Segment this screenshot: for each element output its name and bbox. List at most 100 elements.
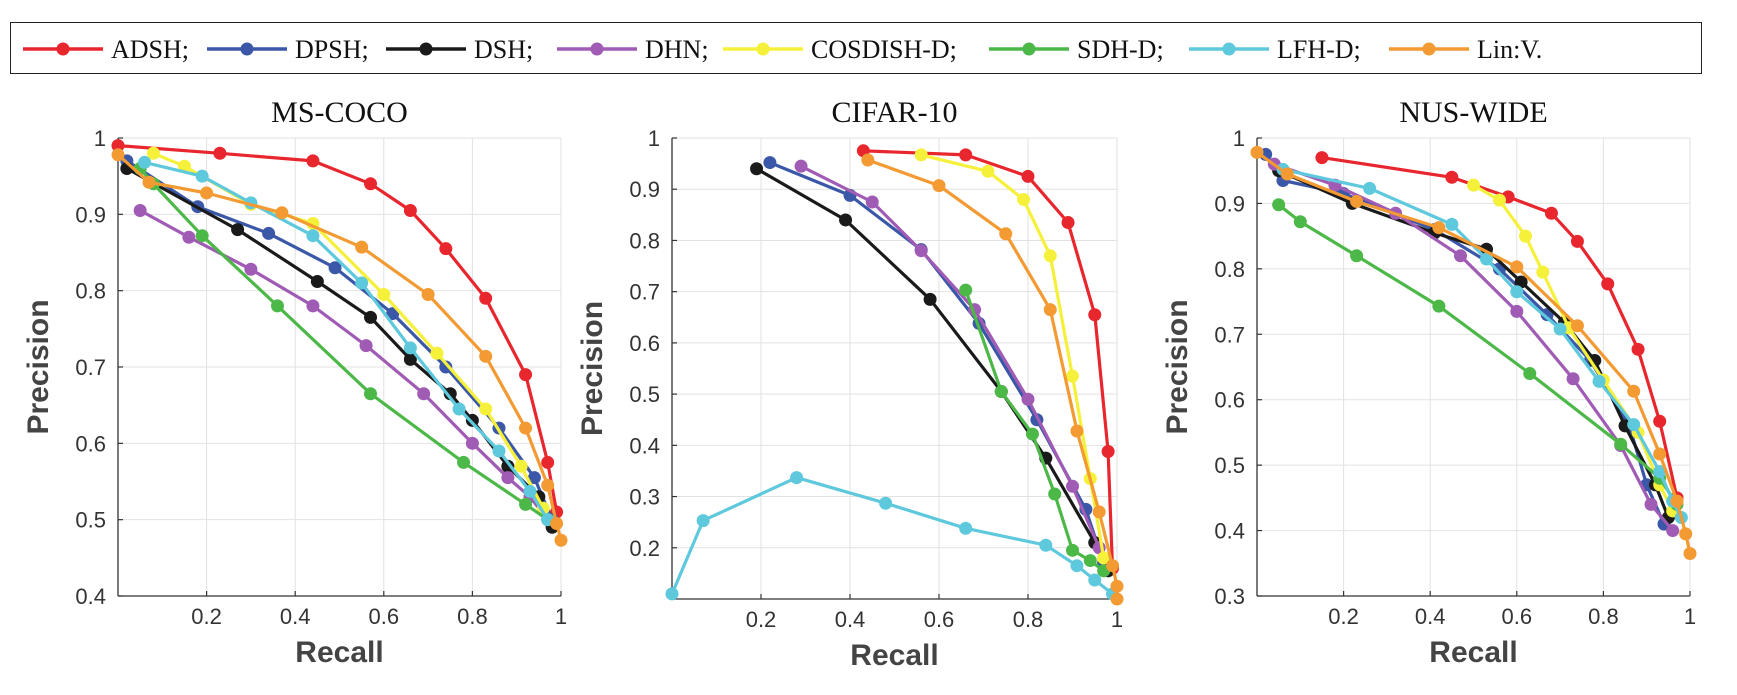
- series-lfh-d: [138, 155, 555, 527]
- y-tick-label: 0.8: [1214, 257, 1245, 282]
- legend-label: Lin:V.: [1477, 35, 1542, 64]
- data-point: [195, 169, 209, 183]
- series-lin-v-: [1250, 145, 1697, 560]
- data-point: [1021, 392, 1035, 406]
- data-point: [213, 146, 227, 160]
- data-point: [1070, 559, 1084, 573]
- x-tick-label: 1: [1111, 607, 1123, 632]
- legend-item: COSDISH-D;: [723, 35, 957, 64]
- data-point: [364, 310, 378, 324]
- data-point: [1679, 527, 1693, 541]
- data-point: [794, 159, 808, 173]
- data-point: [541, 478, 555, 492]
- y-tick-label: 0.8: [629, 228, 660, 253]
- data-point: [457, 455, 471, 469]
- data-point: [1315, 151, 1329, 165]
- data-point: [403, 204, 417, 218]
- x-tick-label: 1: [555, 604, 567, 629]
- chart-panel-ms-coco: 0.2 0.4 0.6 0.8 1 0.4 0.5 0.6 0.7 0.8 0.9 1 MS-COCO R…: [22, 96, 568, 669]
- data-point: [999, 227, 1013, 241]
- y-axis-label: Precision: [22, 299, 55, 434]
- data-point: [1293, 215, 1307, 229]
- series-line: [1277, 203, 1679, 506]
- chart-panel-cifar-10: 0.2 0.4 0.6 0.8 1 0.2 0.3 0.4 0.5 0.6 0.7 0.8 0.9 1 CI…: [576, 96, 1124, 672]
- legend-svg: ADSH; DPSH; DSH; DHN; COSDISH-D; SDH-D; LFH-D;…: [23, 35, 1542, 64]
- data-point: [443, 387, 457, 401]
- legend-marker: [56, 42, 70, 56]
- data-point: [146, 146, 160, 160]
- data-point: [465, 413, 479, 427]
- data-point: [1570, 319, 1584, 333]
- x-tick-label: 0.4: [280, 604, 311, 629]
- y-tick-label: 0.3: [1214, 584, 1245, 609]
- data-point: [554, 533, 568, 547]
- data-point: [364, 387, 378, 401]
- x-tick-label: 0.8: [1013, 607, 1044, 632]
- data-point: [959, 283, 973, 297]
- data-point: [1627, 418, 1641, 432]
- data-point: [861, 153, 875, 167]
- y-tick-label: 1: [648, 126, 660, 151]
- data-point: [1592, 374, 1606, 388]
- data-point: [1017, 192, 1031, 206]
- data-point: [1653, 414, 1667, 428]
- plot-area: [1257, 138, 1690, 596]
- y-tick-label: 0.8: [75, 279, 106, 304]
- x-tick-label: 0.4: [1415, 604, 1446, 629]
- legend-marker: [1022, 42, 1036, 56]
- data-point: [182, 230, 196, 244]
- data-point: [1070, 424, 1084, 438]
- legend-marker: [419, 42, 433, 56]
- series-lin-v-: [111, 148, 568, 547]
- x-tick-label: 0.6: [924, 607, 955, 632]
- y-tick-label: 0.5: [1214, 453, 1245, 478]
- data-point: [1492, 193, 1506, 207]
- legend-marker: [756, 42, 770, 56]
- data-point: [523, 484, 537, 498]
- data-point: [262, 226, 276, 240]
- data-point: [959, 521, 973, 535]
- data-point: [541, 455, 555, 469]
- data-point: [1039, 538, 1053, 552]
- x-tick-label: 0.6: [1502, 604, 1533, 629]
- series-line: [144, 160, 550, 521]
- data-point: [386, 307, 400, 321]
- data-point: [479, 402, 493, 416]
- y-axis-label: Precision: [1161, 299, 1194, 434]
- data-point: [142, 175, 156, 189]
- y-tick-label: 0.6: [1214, 388, 1245, 413]
- series-sdh-d: [959, 283, 1111, 578]
- grid: [672, 137, 1118, 599]
- legend-label: COSDISH-D;: [811, 35, 957, 64]
- data-point: [1025, 427, 1039, 441]
- data-point: [1614, 437, 1628, 451]
- data-point: [1097, 551, 1111, 565]
- data-point: [1110, 592, 1124, 606]
- y-axis-label: Precision: [576, 301, 609, 436]
- data-point: [959, 148, 973, 162]
- data-point: [306, 229, 320, 243]
- data-point: [1523, 367, 1537, 381]
- data-point: [1445, 170, 1459, 184]
- data-point: [879, 496, 893, 510]
- data-point: [1510, 285, 1524, 299]
- data-point: [417, 387, 431, 401]
- legend-label: ADSH;: [111, 35, 189, 64]
- data-point: [1631, 342, 1645, 356]
- data-point: [1570, 234, 1584, 248]
- data-point: [310, 275, 324, 289]
- data-point: [750, 162, 764, 176]
- series-line: [117, 144, 559, 513]
- data-point: [1467, 178, 1480, 192]
- data-point: [421, 287, 435, 301]
- legend-label: DHN;: [645, 35, 709, 64]
- x-axis-label: Recall: [850, 639, 938, 672]
- data-point: [270, 299, 284, 313]
- series-adsh: [111, 139, 564, 519]
- data-point: [364, 177, 378, 191]
- data-point: [1061, 216, 1075, 230]
- data-point: [200, 186, 214, 200]
- y-tick-label: 1: [1233, 126, 1245, 151]
- data-point: [1544, 206, 1558, 220]
